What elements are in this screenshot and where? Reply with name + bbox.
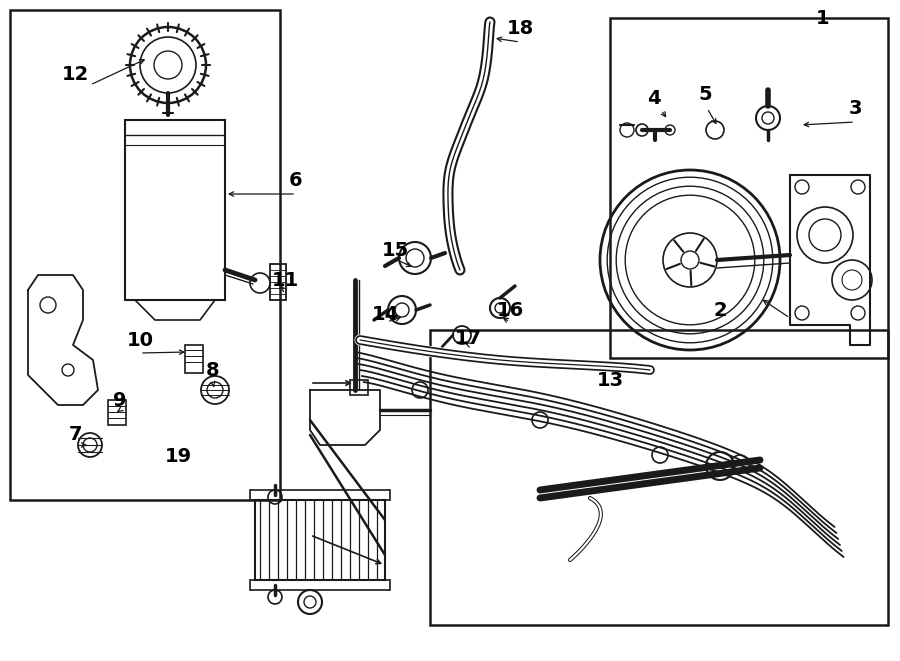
Bar xyxy=(610,18,888,358)
Text: 15: 15 xyxy=(382,241,409,260)
Text: 11: 11 xyxy=(272,270,299,290)
Bar xyxy=(250,580,390,590)
Bar xyxy=(270,264,286,300)
Text: 13: 13 xyxy=(597,371,624,389)
Bar xyxy=(125,120,225,300)
Bar xyxy=(255,500,385,580)
Bar xyxy=(185,345,203,373)
Text: 1: 1 xyxy=(816,9,830,28)
Bar xyxy=(350,380,368,395)
Bar xyxy=(250,490,390,500)
Text: 18: 18 xyxy=(507,19,534,38)
Text: 10: 10 xyxy=(127,330,154,350)
Text: 8: 8 xyxy=(206,360,220,379)
Text: 16: 16 xyxy=(497,301,524,319)
Circle shape xyxy=(130,27,206,103)
Bar xyxy=(108,400,126,425)
Text: 14: 14 xyxy=(372,305,399,325)
Text: 12: 12 xyxy=(61,65,88,85)
Text: 19: 19 xyxy=(165,446,192,465)
Bar xyxy=(430,330,888,625)
Text: 3: 3 xyxy=(848,98,862,118)
Text: 4: 4 xyxy=(647,89,661,108)
Text: 17: 17 xyxy=(454,329,482,348)
Text: 5: 5 xyxy=(698,85,712,104)
Text: 2: 2 xyxy=(713,301,727,319)
Text: 6: 6 xyxy=(289,171,302,190)
Text: 7: 7 xyxy=(68,426,82,444)
Bar xyxy=(10,10,280,500)
Text: 9: 9 xyxy=(113,391,127,410)
